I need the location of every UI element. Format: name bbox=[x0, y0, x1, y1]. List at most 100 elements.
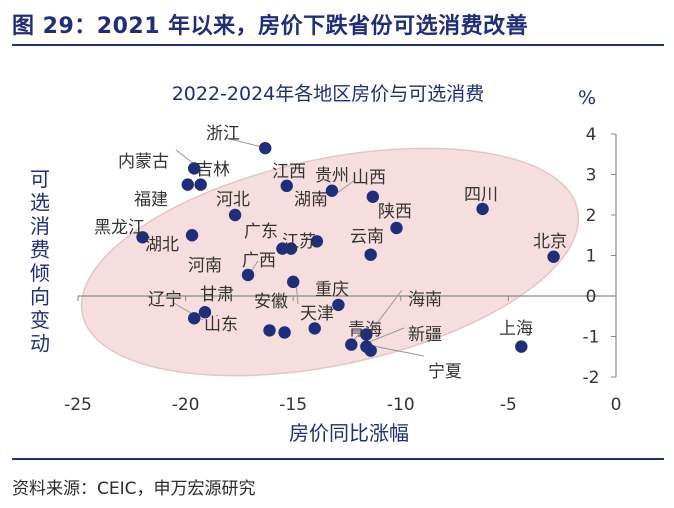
data-point bbox=[547, 250, 560, 263]
point-label: 江苏 bbox=[282, 232, 316, 252]
data-point bbox=[325, 184, 339, 197]
point-label: 福建 bbox=[134, 190, 168, 210]
x-tick-label: 0 bbox=[611, 395, 622, 415]
y-axis-label-char: 向 bbox=[30, 285, 50, 309]
point-label: 河北 bbox=[216, 190, 250, 210]
source-note: 资料来源：CEIC，申万宏源研究 bbox=[12, 479, 256, 499]
y-tick-label: 4 bbox=[586, 125, 597, 145]
data-point bbox=[188, 162, 201, 175]
data-point bbox=[241, 268, 255, 282]
data-point bbox=[390, 221, 403, 235]
chart-title: 2022-2024年各地区房价与可选消费 bbox=[172, 83, 485, 105]
point-label: 湖南 bbox=[294, 190, 328, 210]
leader-line bbox=[371, 289, 403, 331]
source-rule bbox=[12, 458, 664, 460]
point-label: 湖北 bbox=[145, 235, 179, 255]
point-label: 黑龙江 bbox=[94, 218, 145, 238]
leader-line bbox=[372, 345, 425, 357]
y-tick-label: -2 bbox=[583, 368, 600, 388]
y-axis-label-char: 消 bbox=[30, 214, 50, 238]
data-point bbox=[280, 179, 293, 193]
leader-line bbox=[225, 137, 263, 148]
point-label: 四川 bbox=[464, 185, 498, 205]
point-label: 甘肃 bbox=[200, 285, 234, 305]
point-label: 青海 bbox=[348, 320, 382, 340]
point-label: 广西 bbox=[242, 251, 276, 271]
data-point bbox=[364, 248, 377, 261]
point-label: 重庆 bbox=[315, 280, 349, 300]
figure-title: 图 29：2021 年以来，房价下跌省份可选消费改善 bbox=[12, 14, 529, 39]
point-label: 内蒙古 bbox=[118, 152, 169, 172]
point-label: 浙江 bbox=[206, 124, 240, 144]
y-tick-label: 2 bbox=[586, 206, 597, 226]
data-point bbox=[194, 178, 207, 191]
point-label: 吉林 bbox=[196, 160, 230, 180]
data-point bbox=[332, 298, 345, 312]
x-tick-label: -5 bbox=[500, 395, 517, 415]
y-tick-label: 3 bbox=[586, 166, 597, 186]
x-tick-label: -15 bbox=[279, 395, 307, 415]
point-label: 海南 bbox=[408, 290, 442, 310]
point-label: 辽宁 bbox=[148, 290, 182, 310]
data-point bbox=[188, 312, 201, 325]
x-axis-label: 房价同比涨幅 bbox=[289, 421, 409, 445]
point-label: 广东 bbox=[244, 222, 278, 242]
data-point bbox=[284, 242, 298, 255]
cluster-ellipse bbox=[80, 147, 580, 377]
data-point bbox=[310, 235, 324, 248]
x-tick-label: -25 bbox=[64, 395, 92, 415]
axis-layer: -25 -20 -15 -10 -5 0 4 3 2 1 0 -1 -2 bbox=[64, 125, 621, 415]
leader-line bbox=[215, 314, 219, 317]
data-point bbox=[276, 242, 289, 255]
data-point bbox=[287, 275, 300, 289]
y-tick-label: -1 bbox=[583, 328, 600, 348]
point-label: 新疆 bbox=[408, 325, 442, 345]
title-rule bbox=[12, 44, 664, 46]
point-label: 贵州 bbox=[315, 166, 349, 186]
data-point bbox=[278, 326, 291, 339]
data-point bbox=[259, 141, 272, 155]
point-label: 山西 bbox=[352, 168, 386, 188]
y-tick-label: 1 bbox=[586, 247, 597, 267]
y-unit-label: % bbox=[578, 87, 596, 109]
point-label: 宁夏 bbox=[428, 362, 462, 382]
data-point bbox=[308, 322, 321, 335]
data-point bbox=[136, 231, 149, 244]
data-point bbox=[181, 178, 194, 191]
leader-line bbox=[368, 327, 405, 343]
data-point bbox=[515, 340, 528, 353]
point-label: 云南 bbox=[350, 227, 384, 247]
ellipse-layer bbox=[80, 147, 580, 377]
point-label: 江西 bbox=[272, 162, 306, 182]
data-point bbox=[476, 202, 489, 216]
x-tick-label: -20 bbox=[172, 395, 200, 415]
data-point bbox=[366, 190, 380, 203]
y-axis-label-char: 动 bbox=[30, 332, 50, 356]
y-axis-label-char: 倾 bbox=[30, 261, 50, 285]
data-point bbox=[364, 344, 377, 357]
y-axis-label-char: 选 bbox=[30, 191, 50, 215]
y-axis-label-char: 变 bbox=[30, 308, 50, 332]
data-point bbox=[360, 328, 373, 341]
data-point bbox=[228, 208, 242, 222]
data-point bbox=[263, 324, 276, 337]
x-tick-label: -10 bbox=[387, 395, 415, 415]
point-label: 山东 bbox=[204, 315, 238, 335]
data-point bbox=[198, 306, 212, 319]
y-axis-label-char: 可 bbox=[30, 167, 50, 191]
point-label: 河南 bbox=[188, 256, 222, 276]
point-label: 安徽 bbox=[254, 292, 288, 312]
point-label: 上海 bbox=[499, 319, 533, 339]
y-tick-label: 0 bbox=[586, 287, 597, 307]
data-point bbox=[185, 229, 199, 242]
leader-line bbox=[336, 179, 356, 194]
point-label: 北京 bbox=[533, 232, 567, 252]
data-points bbox=[136, 141, 560, 357]
data-point bbox=[345, 338, 358, 351]
point-label: 天津 bbox=[300, 304, 334, 324]
point-label: 陕西 bbox=[378, 202, 412, 222]
y-axis-label-char: 费 bbox=[30, 238, 50, 262]
